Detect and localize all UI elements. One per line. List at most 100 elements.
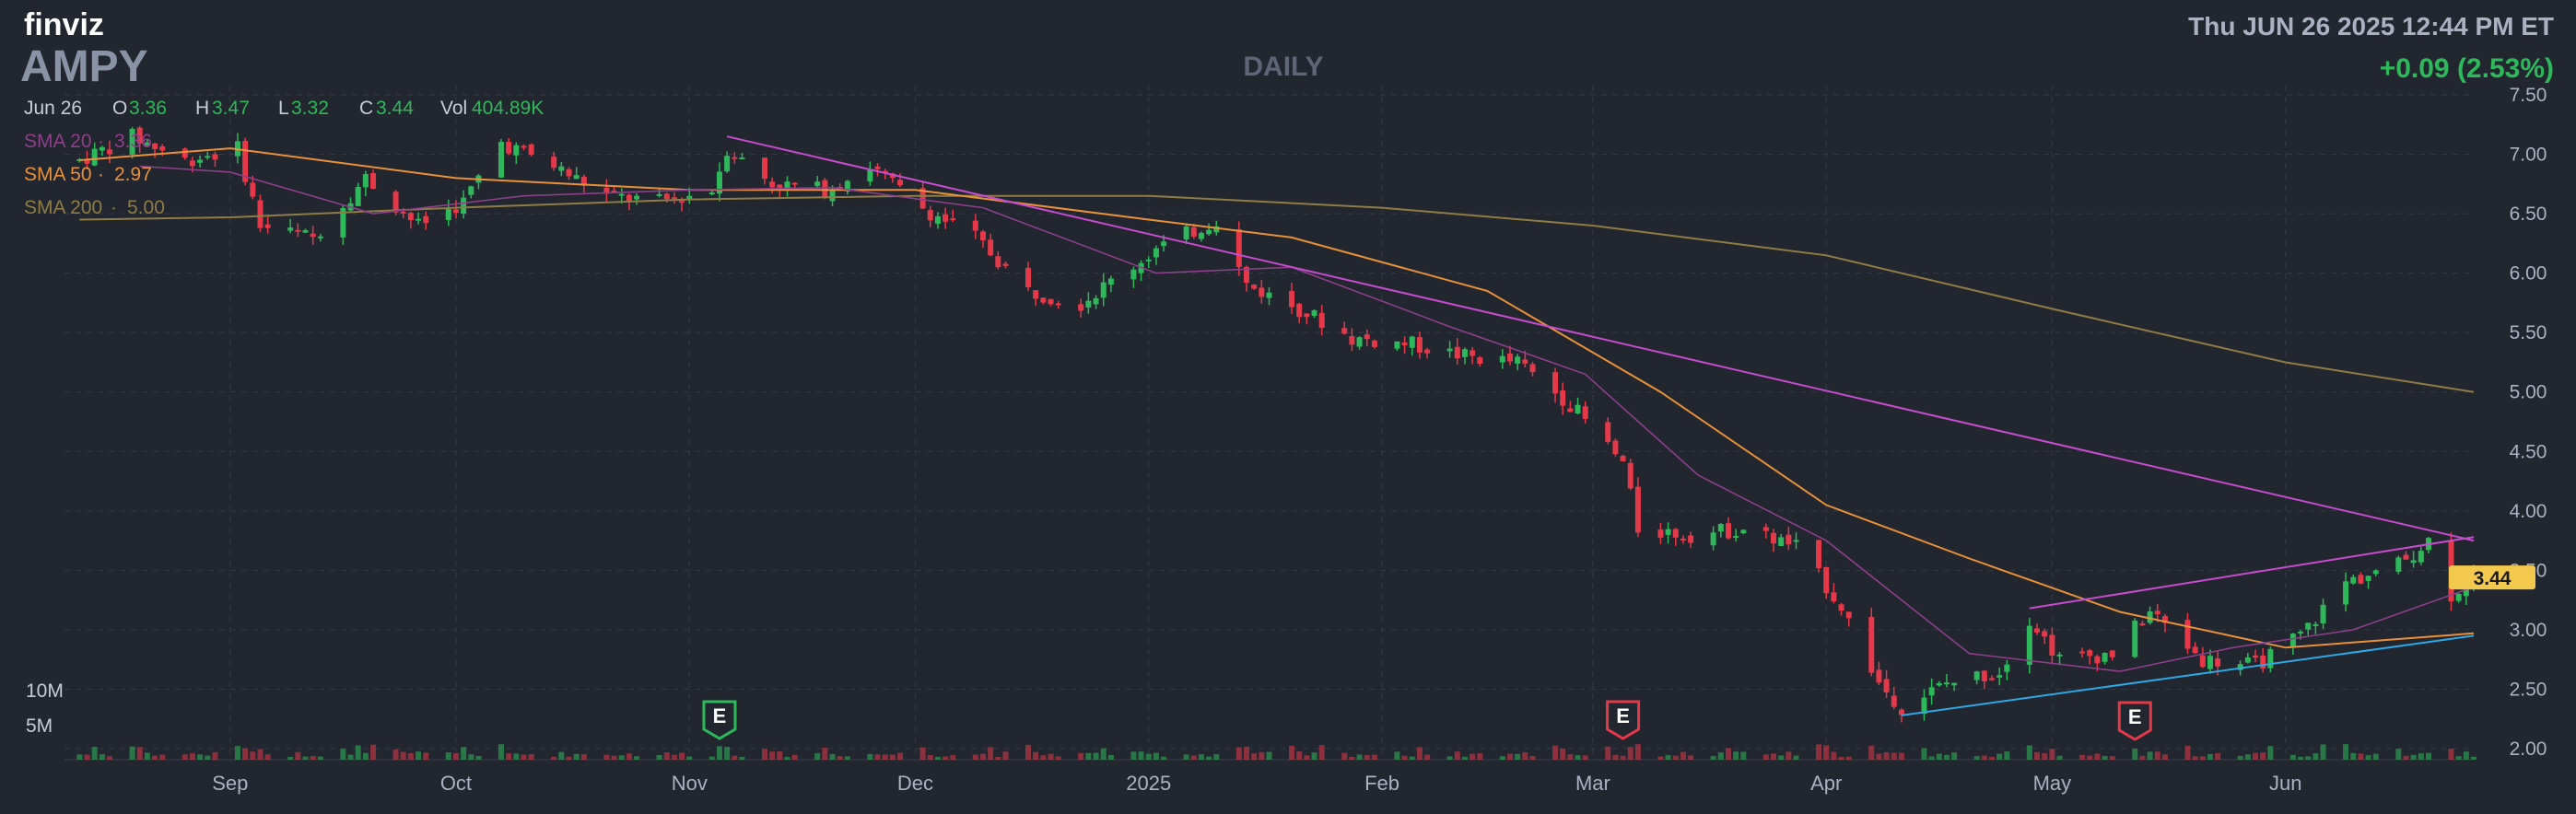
earnings-marker[interactable]: E — [2117, 701, 2152, 741]
volume-bar — [1680, 751, 1686, 760]
y-tick-label: 2.00 — [2510, 738, 2547, 760]
volume-bar — [1002, 751, 1009, 760]
volume-bar — [392, 749, 399, 760]
volume-bar — [1672, 755, 1679, 760]
candle-body — [2094, 656, 2101, 664]
volume-bar — [769, 751, 776, 760]
volume-bar — [1688, 755, 1694, 760]
trendline-upper-downtrend[interactable] — [726, 135, 2475, 542]
volume-bar — [1733, 751, 1739, 760]
candle-body — [1762, 527, 1769, 531]
earnings-marker[interactable]: E — [1606, 700, 1641, 740]
sma20-line — [139, 165, 2475, 672]
x-tick-label: Dec — [897, 772, 933, 795]
x-axis: Sep Oct Nov Dec 2025 Feb Mar Apr May Jun — [212, 772, 2301, 795]
volume-bar — [1883, 751, 1890, 760]
volume-bar — [829, 753, 836, 760]
volume-bar — [1816, 744, 1822, 760]
candle-body — [611, 190, 617, 192]
volume-bar — [1289, 745, 1295, 760]
candle-body — [2463, 587, 2469, 597]
volume-bar — [2056, 755, 2063, 760]
candle-body — [1206, 229, 1212, 235]
volume-bar — [671, 754, 677, 760]
volume-bar — [212, 751, 218, 760]
volume-bar — [2448, 749, 2454, 760]
ohlc-low: 3.32 — [291, 98, 329, 119]
volume-bar — [2471, 756, 2476, 760]
volume-bar — [1311, 752, 1317, 760]
trendline-upper-channel[interactable] — [2029, 536, 2475, 610]
earnings-marker[interactable]: E — [702, 700, 737, 740]
volume-bar — [1989, 756, 1995, 760]
ticker-symbol[interactable]: AMPY — [20, 42, 148, 91]
volume-bar — [1740, 751, 1747, 760]
candle-body — [1304, 313, 1310, 318]
timeframe-label[interactable]: DAILY — [1243, 52, 1323, 82]
candle-body — [1515, 356, 1521, 364]
datetime-label: Thu JUN 26 2025 12:44 PM ET — [2188, 12, 2554, 41]
candle-body — [2161, 616, 2168, 623]
sma50-legend-label[interactable]: SMA 50 — [24, 164, 92, 185]
volume-bar — [1868, 745, 1875, 760]
candle-body — [1582, 406, 1588, 419]
volume-bar — [1725, 748, 1731, 760]
candle-body — [1289, 291, 1295, 308]
volume-bar — [2087, 755, 2093, 760]
candle-body — [1477, 357, 1483, 365]
candle-body — [1529, 364, 1536, 373]
trendline-lower-support[interactable] — [1901, 634, 2475, 716]
candle-body — [2253, 655, 2259, 658]
candle-body — [708, 192, 715, 195]
volume-bar — [423, 752, 429, 760]
trendlines[interactable] — [726, 135, 2475, 716]
candle-body — [287, 227, 294, 231]
volume-bar — [2004, 751, 2010, 760]
volume-bar — [1190, 755, 1197, 760]
candle-body — [1356, 337, 1363, 347]
candle-body — [2215, 658, 2221, 667]
candle-body — [2305, 622, 2312, 630]
volume-bar — [2425, 752, 2431, 760]
candle-body — [2350, 576, 2357, 584]
volume-bar — [347, 754, 354, 760]
volume-bar — [506, 753, 512, 760]
candle-body — [566, 169, 572, 177]
volume-bar — [1845, 756, 1852, 760]
volume-bar — [1921, 748, 1927, 760]
candle-body — [1025, 267, 1031, 287]
candle-body — [2026, 625, 2032, 666]
volume-bar — [355, 745, 361, 760]
volume-bar — [1093, 752, 1099, 760]
finviz-logo[interactable]: finviz — [24, 7, 104, 42]
candle-body — [1634, 486, 1641, 533]
candle-body — [1710, 532, 1716, 546]
candle-body — [1469, 350, 1476, 356]
sma200-legend-label[interactable]: SMA 200 — [24, 197, 102, 218]
candle-body — [1145, 259, 1152, 262]
volume-bar — [573, 753, 580, 760]
ohlc-high: 3.47 — [212, 98, 250, 119]
candle-body — [2365, 576, 2371, 581]
candle-body — [498, 142, 504, 178]
candle-body — [739, 157, 745, 160]
candle-body — [784, 181, 790, 189]
candle-body — [1883, 679, 1890, 692]
volume-bar — [407, 753, 414, 760]
sma-legend[interactable]: SMA 20 · 3.36 SMA 50 · 2.97 SMA 200 · 5.… — [24, 131, 165, 218]
candle-body — [1349, 336, 1355, 345]
candle-body — [1522, 359, 1528, 364]
volume-bar — [2237, 755, 2243, 760]
volume-bar — [2372, 753, 2379, 760]
candle-body — [2320, 604, 2326, 623]
volume-bar — [634, 756, 640, 760]
candle-body — [1680, 538, 1686, 541]
candle-body — [1981, 670, 1987, 681]
candle-body — [1364, 334, 1370, 340]
candle-body — [1311, 310, 1317, 316]
volume-bar — [791, 754, 798, 760]
candle-body — [2087, 650, 2093, 657]
sma20-legend-label[interactable]: SMA 20 — [24, 131, 92, 152]
